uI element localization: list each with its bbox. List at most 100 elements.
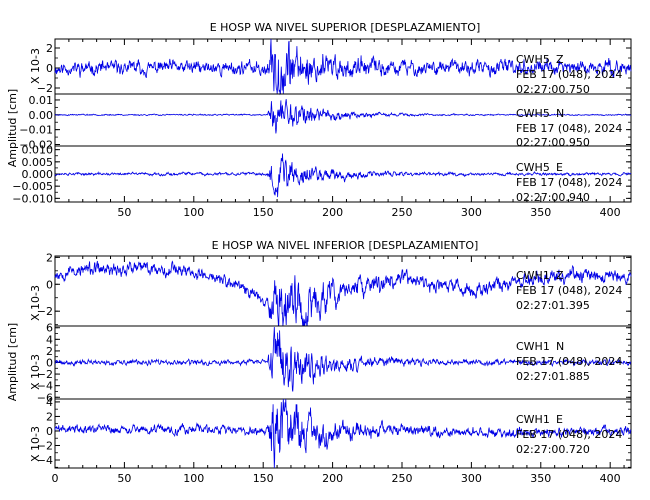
- panel-cwh5-z: 2 0 −2 X 10-3 CWH5 Z FEB 17 (048), 2024 02…: [29, 38, 632, 96]
- y-tick-label: −4: [37, 454, 53, 467]
- y-tick-label: −2: [37, 368, 53, 381]
- component-name: Z: [556, 53, 564, 66]
- y-tick-label: −2: [37, 82, 53, 95]
- x-tick-label: 350: [530, 472, 551, 485]
- component-name: N: [556, 107, 564, 120]
- x-tick-label: 150: [253, 206, 274, 219]
- event-time: 02:27:00.720: [516, 443, 590, 456]
- y-tick-label: −0.01: [19, 124, 53, 137]
- y-tick-label: 0: [46, 278, 53, 291]
- y-tick-label: 2: [46, 42, 53, 55]
- y-ticks: 0.01 0.00 −0.01 −0.02: [19, 94, 631, 152]
- panel-cwh1-e: 42 0−2 −4 X 10-3 CWH1 E FEB 17 (048), 2024…: [29, 396, 632, 469]
- x-axis-ticks: 50 100 150 200 250 300 350 400: [54, 39, 625, 219]
- y-axis-label: Amplitud [cm]: [6, 323, 19, 401]
- y-tick-label: 0: [46, 357, 53, 370]
- x-tick-label: 100: [183, 472, 204, 485]
- trace-line: [54, 99, 632, 134]
- y-tick-label: 2: [46, 410, 53, 423]
- channel-name: CWH5: [516, 53, 550, 66]
- y-tick-label: 0.010: [22, 144, 54, 157]
- x-tick-label: 200: [322, 206, 343, 219]
- x-axis-ticks: 0 50 100 150 200 250 300 350 400: [52, 256, 625, 485]
- x-tick-label: 50: [117, 472, 131, 485]
- y-axis-label: Amplitud [cm]: [6, 89, 19, 167]
- chart-title: E HOSP WA NIVEL INFERIOR [DESPLAZAMIENTO…: [212, 239, 479, 252]
- chart-superior: E HOSP WA NIVEL SUPERIOR [DESPLAZAMIENTO…: [6, 21, 632, 219]
- y-tick-label: 6: [46, 322, 53, 335]
- event-time: 02:27:00.750: [516, 83, 590, 96]
- channel-name: CWH5: [516, 107, 550, 120]
- x-tick-label: 150: [253, 472, 274, 485]
- panel-frame: [54, 398, 632, 469]
- unit-multiplier-label: X 10-3: [29, 354, 42, 390]
- trace-annotation: CWH5 Z FEB 17 (048), 2024 02:27:00.750: [516, 53, 622, 96]
- component-name: E: [556, 161, 563, 174]
- y-tick-label: 0.01: [29, 94, 54, 107]
- event-date: FEB 17 (048), 2024: [516, 68, 622, 81]
- x-tick-label: 350: [530, 206, 551, 219]
- component-name: Z: [556, 269, 564, 282]
- trace-line: [54, 38, 632, 96]
- x-tick-label: 50: [117, 206, 131, 219]
- x-tick-label: 200: [322, 472, 343, 485]
- y-tick-label: 2: [46, 345, 53, 358]
- y-tick-label: 0.00: [29, 109, 54, 122]
- event-time: 02:27:01.395: [516, 299, 590, 312]
- trace-line: [54, 153, 632, 198]
- event-date: FEB 17 (048), 2024: [516, 355, 622, 368]
- x-tick-label: 300: [461, 472, 482, 485]
- y-tick-label: −4: [37, 380, 53, 393]
- y-ticks: 2 0 −2: [37, 251, 631, 326]
- trace-line: [54, 398, 632, 469]
- trace-annotation: CWH5 N FEB 17 (048), 2024 02:27:00.950: [516, 107, 622, 149]
- y-tick-label: 2: [46, 251, 53, 264]
- y-tick-label: −0.02: [19, 139, 53, 152]
- x-tick-label: 250: [391, 206, 412, 219]
- y-tick-label: −0.005: [12, 180, 53, 193]
- channel-name: CWH1: [516, 340, 550, 353]
- chart-inferior: E HOSP WA NIVEL INFERIOR [DESPLAZAMIENTO…: [6, 239, 632, 485]
- event-date: FEB 17 (048), 2024: [516, 176, 622, 189]
- trace-annotation: CWH1 N FEB 17 (048), 2024 02:27:01.885: [516, 340, 622, 383]
- component-name: E: [556, 413, 563, 426]
- y-tick-label: 0: [46, 62, 53, 75]
- x-tick-label: 400: [600, 206, 621, 219]
- event-time: 02:27:00.950: [516, 136, 590, 149]
- event-time: 02:27:00.940: [516, 191, 590, 204]
- component-name: N: [556, 340, 564, 353]
- y-tick-label: −0.010: [12, 192, 53, 205]
- x-tick-label: 100: [183, 206, 204, 219]
- y-tick-label: 4: [46, 396, 53, 409]
- unit-multiplier-label: X 10-3: [29, 48, 42, 84]
- event-date: FEB 17 (048), 2024: [516, 284, 622, 297]
- trace-annotation: CWH1 E FEB 17 (048), 2024 02:27:00.720: [516, 413, 622, 456]
- y-tick-label: −6: [37, 391, 53, 404]
- channel-name: CWH1: [516, 269, 550, 282]
- x-tick-label: 400: [600, 472, 621, 485]
- y-tick-label: 4: [46, 333, 53, 346]
- channel-name: CWH5: [516, 161, 550, 174]
- y-tick-label: 0.000: [22, 168, 54, 181]
- panel-cwh1-z: 2 0 −2 X 10-3 CWH1 Z FEB 17 (048), 2024 02…: [29, 251, 632, 327]
- trace-line: [54, 260, 632, 327]
- x-tick-label: 250: [391, 472, 412, 485]
- y-tick-label: −2: [37, 439, 53, 452]
- x-tick-label: 0: [52, 472, 59, 485]
- y-tick-label: −2: [37, 305, 53, 318]
- trace-annotation: CWH5 E FEB 17 (048), 2024 02:27:00.940: [516, 161, 622, 204]
- event-date: FEB 17 (048), 2024: [516, 122, 622, 135]
- y-tick-label: 0.005: [22, 156, 54, 169]
- event-date: FEB 17 (048), 2024: [516, 428, 622, 441]
- panel-cwh5-n: 0.01 0.00 −0.01 −0.02 CWH5 N FEB 17 (048), …: [19, 93, 632, 152]
- trace-line: [54, 326, 632, 392]
- event-time: 02:27:01.885: [516, 370, 590, 383]
- channel-name: CWH1: [516, 413, 550, 426]
- y-tick-label: 0: [46, 425, 53, 438]
- chart-title: E HOSP WA NIVEL SUPERIOR [DESPLAZAMIENTO…: [210, 21, 481, 34]
